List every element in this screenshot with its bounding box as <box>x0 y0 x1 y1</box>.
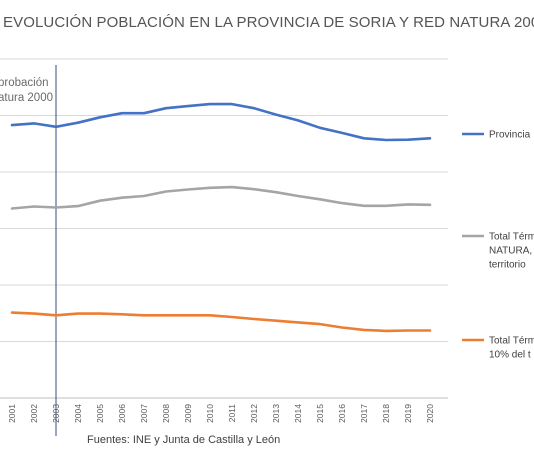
x-tick-label: 2017 <box>359 404 369 423</box>
x-tick-label: 2003 <box>51 404 61 423</box>
source-note: Fuentes: INE y Junta de Castilla y León <box>87 434 280 446</box>
x-tick-label: 2013 <box>271 404 281 423</box>
x-tick-label: 2002 <box>29 404 39 423</box>
legend-label: territorio <box>489 260 526 271</box>
legend-label: Total Térm <box>489 232 534 243</box>
annotation-line: probación <box>0 77 49 89</box>
x-tick-label: 2010 <box>205 404 215 423</box>
x-tick-label: 2008 <box>161 404 171 423</box>
annotation-line: atura 2000 <box>0 92 53 104</box>
legend-label: Provincia <box>489 130 531 141</box>
series-line-1 <box>10 185 432 210</box>
series-line-0 <box>10 102 432 142</box>
x-tick-label: 2006 <box>117 404 127 423</box>
x-tick-label: 2007 <box>139 404 149 423</box>
grid <box>0 58 448 399</box>
legend-item: Total Térm NATURA, territorio <box>462 232 534 271</box>
x-tick-label: 2015 <box>315 404 325 423</box>
x-tick-label: 2014 <box>293 404 303 423</box>
chart-title: EVOLUCIÓN POBLACIÓN EN LA PROVINCIA DE S… <box>3 14 534 31</box>
x-tick-label: 2009 <box>183 404 193 423</box>
x-tick-label: 2016 <box>337 404 347 423</box>
annotation: probación atura 2000 <box>0 77 53 104</box>
x-tick-label: 2019 <box>403 404 413 423</box>
x-axis-tick-labels: 2001 2002 2003 2004 2005 2006 2007 2008 2009 2010… <box>7 404 435 423</box>
legend-item: Provincia <box>462 130 531 141</box>
x-tick-label: 2020 <box>425 404 435 423</box>
x-tick-label: 2018 <box>381 404 391 423</box>
series-line-2 <box>10 311 432 333</box>
legend-label: NATURA, <box>489 246 532 257</box>
series-lines <box>10 102 432 333</box>
x-tick-label: 2012 <box>249 404 259 423</box>
x-tick-label: 2005 <box>95 404 105 423</box>
x-tick-label: 2001 <box>7 404 17 423</box>
x-tick-label: 2004 <box>73 404 83 423</box>
legend-item: Total Térm 10% del t <box>462 336 534 361</box>
x-tick-label: 2011 <box>227 404 237 423</box>
legend-label: Total Térm <box>489 336 534 347</box>
legend-label: 10% del t <box>489 350 531 361</box>
